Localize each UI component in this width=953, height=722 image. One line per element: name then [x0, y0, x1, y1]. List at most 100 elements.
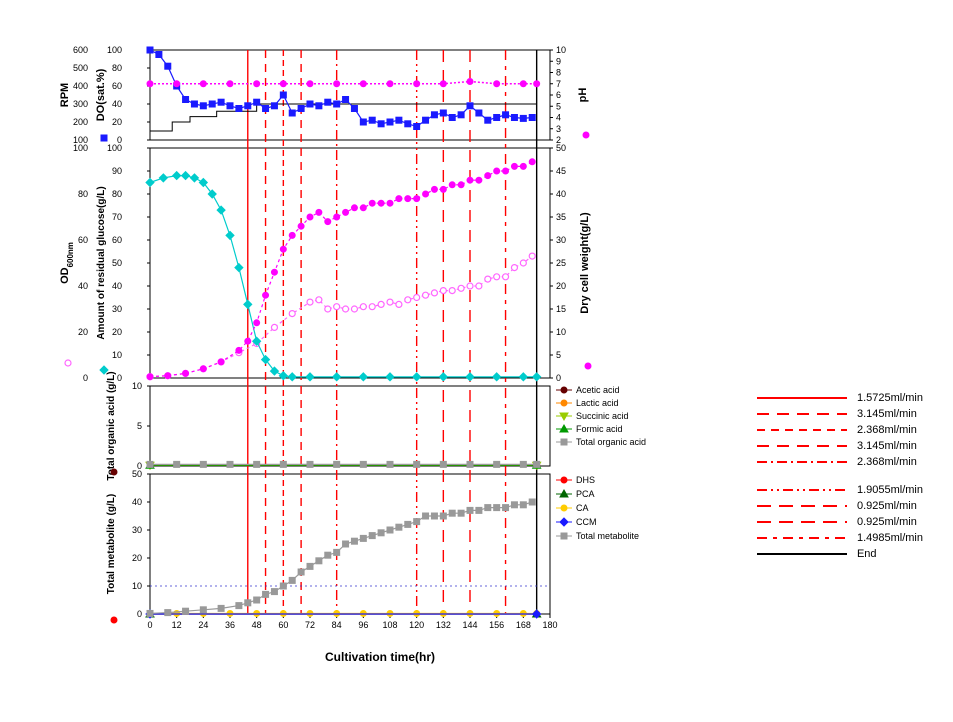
svg-text:60: 60 [278, 620, 288, 630]
feed-legend-label: 1.4985ml/min [857, 532, 923, 544]
svg-text:Total metabolite (g/L): Total metabolite (g/L) [106, 494, 117, 594]
svg-text:8: 8 [556, 68, 561, 78]
svg-text:12: 12 [172, 620, 182, 630]
svg-text:OD600nm: OD600nm [59, 242, 75, 284]
svg-text:Total organic acid: Total organic acid [576, 437, 646, 447]
feed-legend-row: 1.9055ml/min [757, 482, 923, 498]
svg-text:0: 0 [556, 373, 561, 383]
svg-text:5: 5 [556, 101, 561, 111]
chart-svg: 0122436486072849610812013214415616818010… [50, 30, 650, 650]
svg-text:40: 40 [112, 99, 122, 109]
svg-text:108: 108 [382, 620, 397, 630]
svg-text:Lactic acid: Lactic acid [576, 398, 619, 408]
svg-text:CA: CA [576, 503, 589, 513]
svg-text:50: 50 [132, 469, 142, 479]
svg-text:4: 4 [556, 113, 561, 123]
svg-text:45: 45 [556, 166, 566, 176]
svg-text:400: 400 [73, 81, 88, 91]
svg-text:DHS: DHS [576, 475, 595, 485]
svg-text:60: 60 [78, 235, 88, 245]
svg-text:80: 80 [112, 63, 122, 73]
svg-text:10: 10 [132, 381, 142, 391]
svg-text:48: 48 [252, 620, 262, 630]
svg-text:100: 100 [73, 143, 88, 153]
svg-text:36: 36 [225, 620, 235, 630]
svg-text:35: 35 [556, 212, 566, 222]
svg-text:40: 40 [78, 281, 88, 291]
svg-text:25: 25 [556, 258, 566, 268]
svg-text:40: 40 [112, 281, 122, 291]
svg-text:6: 6 [556, 90, 561, 100]
svg-text:Total metabolite: Total metabolite [576, 531, 639, 541]
svg-text:60: 60 [112, 81, 122, 91]
svg-text:100: 100 [107, 45, 122, 55]
svg-text:20: 20 [78, 327, 88, 337]
svg-text:Amount of residual glucose(g/L: Amount of residual glucose(g/L) [96, 186, 107, 339]
plot-area: 0122436486072849610812013214415616818010… [150, 50, 610, 630]
feed-legend-row: End [757, 546, 923, 562]
svg-text:120: 120 [409, 620, 424, 630]
svg-text:72: 72 [305, 620, 315, 630]
feed-legend-label: 2.368ml/min [857, 456, 917, 468]
feed-legend-label: 0.925ml/min [857, 516, 917, 528]
svg-text:9: 9 [556, 56, 561, 66]
svg-text:Formic acid: Formic acid [576, 424, 623, 434]
svg-text:200: 200 [73, 117, 88, 127]
svg-text:24: 24 [198, 620, 208, 630]
svg-text:10: 10 [112, 350, 122, 360]
svg-text:100: 100 [107, 143, 122, 153]
svg-text:0: 0 [147, 620, 152, 630]
svg-text:20: 20 [112, 117, 122, 127]
svg-text:Succinic acid: Succinic acid [576, 411, 629, 421]
svg-text:5: 5 [137, 421, 142, 431]
svg-text:144: 144 [462, 620, 477, 630]
svg-text:Dry cell weight(g/L): Dry cell weight(g/L) [579, 212, 591, 314]
svg-text:96: 96 [358, 620, 368, 630]
svg-text:10: 10 [556, 45, 566, 55]
feed-legend-label: 2.368ml/min [857, 424, 917, 436]
page: 0122436486072849610812013214415616818010… [0, 0, 953, 722]
feed-legend-row: 0.925ml/min [757, 514, 923, 530]
feed-legend-label: 0.925ml/min [857, 500, 917, 512]
feed-legend-row: 2.368ml/min [757, 454, 923, 470]
feed-legend-row: 1.4985ml/min [757, 530, 923, 546]
svg-text:60: 60 [112, 235, 122, 245]
svg-text:DO(sat.%): DO(sat.%) [95, 68, 107, 121]
svg-text:600: 600 [73, 45, 88, 55]
svg-text:156: 156 [489, 620, 504, 630]
svg-text:20: 20 [132, 553, 142, 563]
svg-text:15: 15 [556, 304, 566, 314]
svg-text:80: 80 [78, 189, 88, 199]
svg-text:CCM: CCM [576, 517, 597, 527]
feed-legend: 1.5725ml/min3.145ml/min2.368ml/min3.145m… [757, 390, 923, 562]
feed-legend-row: 2.368ml/min [757, 422, 923, 438]
feed-legend-label: 1.5725ml/min [857, 392, 923, 404]
feed-legend-label: End [857, 548, 877, 560]
x-axis-label: Cultivation time(hr) [280, 650, 480, 664]
svg-text:30: 30 [556, 235, 566, 245]
svg-text:0: 0 [137, 609, 142, 619]
svg-text:84: 84 [332, 620, 342, 630]
svg-text:PCA: PCA [576, 489, 595, 499]
svg-text:80: 80 [112, 189, 122, 199]
svg-text:pH: pH [577, 88, 589, 103]
svg-text:500: 500 [73, 63, 88, 73]
svg-text:30: 30 [132, 525, 142, 535]
svg-text:50: 50 [556, 143, 566, 153]
svg-text:300: 300 [73, 99, 88, 109]
svg-text:20: 20 [556, 281, 566, 291]
svg-text:0: 0 [83, 373, 88, 383]
svg-text:3: 3 [556, 124, 561, 134]
svg-text:RPM: RPM [59, 83, 71, 107]
feed-legend-row [757, 470, 923, 482]
svg-text:7: 7 [556, 79, 561, 89]
svg-text:90: 90 [112, 166, 122, 176]
svg-text:40: 40 [132, 497, 142, 507]
feed-legend-label: 1.9055ml/min [857, 484, 923, 496]
svg-text:50: 50 [112, 258, 122, 268]
svg-text:30: 30 [112, 304, 122, 314]
feed-legend-row: 1.5725ml/min [757, 390, 923, 406]
feed-legend-label: 3.145ml/min [857, 408, 917, 420]
svg-text:168: 168 [516, 620, 531, 630]
svg-text:0: 0 [117, 373, 122, 383]
